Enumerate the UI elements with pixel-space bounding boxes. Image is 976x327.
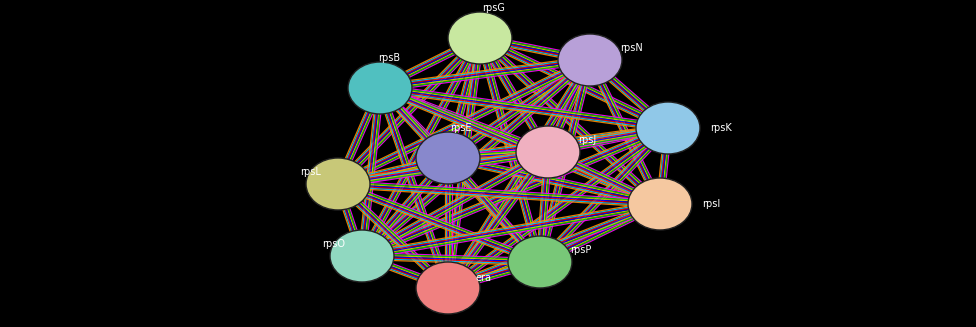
Text: rpsO: rpsO — [322, 239, 345, 249]
Ellipse shape — [348, 62, 412, 114]
Ellipse shape — [330, 230, 394, 282]
Text: rpsL: rpsL — [300, 167, 321, 177]
Ellipse shape — [416, 132, 480, 184]
Text: rpsI: rpsI — [702, 199, 720, 209]
Text: rpsG: rpsG — [482, 3, 505, 13]
Ellipse shape — [306, 158, 370, 210]
Ellipse shape — [516, 126, 580, 178]
Text: rpsJ: rpsJ — [578, 135, 596, 145]
Text: rpsK: rpsK — [710, 123, 732, 133]
Ellipse shape — [448, 12, 512, 64]
Text: era: era — [476, 273, 492, 283]
Ellipse shape — [416, 262, 480, 314]
Text: rpsN: rpsN — [620, 43, 643, 53]
Ellipse shape — [508, 236, 572, 288]
Text: rpsB: rpsB — [378, 53, 400, 63]
Ellipse shape — [628, 178, 692, 230]
Ellipse shape — [636, 102, 700, 154]
Text: rpsE: rpsE — [450, 123, 471, 133]
Ellipse shape — [558, 34, 622, 86]
Text: rpsP: rpsP — [570, 245, 591, 255]
